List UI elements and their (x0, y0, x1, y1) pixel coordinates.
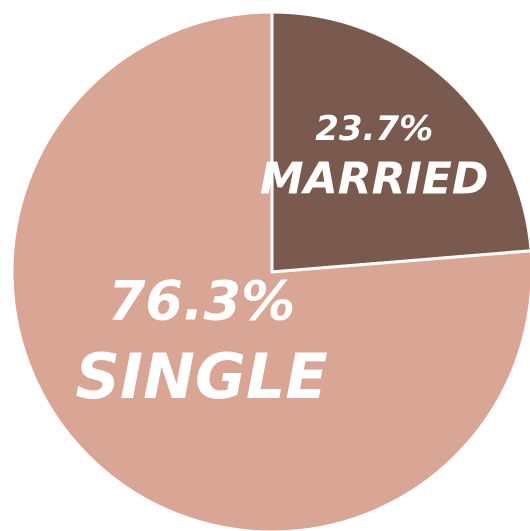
category-label: SINGLE (75, 340, 327, 413)
value-label: 76.3% (108, 270, 295, 333)
value-label: 23.7% (315, 109, 433, 149)
category-label: MARRIED (260, 154, 489, 205)
pie-slice (270, 10, 530, 274)
pie-slice (10, 10, 530, 531)
